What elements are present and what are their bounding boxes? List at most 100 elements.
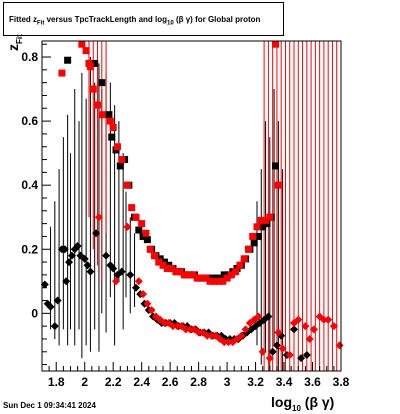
diamond-marker (123, 222, 132, 231)
diamond-marker (143, 299, 152, 308)
y-tick-label: 0.6 (21, 114, 38, 128)
square-marker (189, 271, 197, 279)
diamond-marker (80, 254, 89, 263)
diamond-marker (264, 312, 273, 321)
x-axis-title-sub: 10 (292, 403, 301, 413)
square-marker (227, 271, 235, 279)
square-marker (98, 79, 106, 87)
square-marker (94, 101, 102, 109)
diamond-marker (237, 331, 246, 340)
square-marker (202, 274, 210, 282)
diamond-marker (294, 315, 303, 324)
square-marker (250, 239, 258, 247)
square-marker (244, 245, 252, 253)
diamond-marker (102, 251, 111, 260)
square-marker (118, 156, 126, 164)
diamond-marker (46, 302, 55, 311)
diamond-marker (134, 277, 143, 286)
diamond-marker (265, 354, 274, 363)
diamond-marker (301, 322, 310, 331)
square-marker (86, 63, 94, 71)
square-marker (185, 271, 193, 279)
square-marker (254, 232, 262, 240)
diamond-marker (65, 258, 74, 267)
square-marker (232, 268, 240, 276)
diamond-marker (309, 325, 318, 334)
square-marker (272, 40, 280, 48)
diamond-marker (274, 328, 283, 337)
square-marker (240, 255, 248, 263)
square-marker (210, 277, 218, 285)
square-marker (197, 274, 205, 282)
title-log-sub: 10 (167, 20, 174, 27)
x-tick-label: 3.8 (333, 375, 350, 389)
square-marker (89, 85, 97, 93)
square-marker (106, 117, 114, 125)
x-axis-title-main: log (271, 394, 292, 410)
square-marker (108, 133, 116, 141)
diamond-marker (335, 341, 344, 350)
diamond-marker (203, 331, 212, 340)
x-tick-label: 3 (224, 375, 231, 389)
title-z: z (33, 15, 37, 24)
square-marker (58, 69, 66, 77)
diamond-marker (117, 267, 126, 276)
x-axis-title: log10 (β γ) (271, 394, 334, 413)
square-marker (142, 229, 150, 237)
diamond-marker (285, 350, 294, 359)
diamond-marker (53, 296, 62, 305)
diamond-marker (278, 344, 287, 353)
square-marker (253, 223, 261, 231)
x-tick-label: 2 (81, 375, 88, 389)
timestamp: Sun Dec 1 09:34:41 2024 (3, 401, 96, 410)
chart-title: Fitted zFit versus TpcTrackLength and lo… (3, 2, 284, 36)
diamond-marker (329, 322, 338, 331)
diamond-marker (126, 270, 135, 279)
diamond-marker (251, 322, 260, 331)
square-marker (274, 181, 282, 189)
square-marker (155, 258, 163, 266)
square-marker (135, 226, 143, 234)
square-marker (215, 277, 223, 285)
square-marker (272, 162, 280, 170)
y-tick-label: 0.4 (21, 178, 38, 192)
diamond-marker (67, 251, 76, 260)
x-axis-title-tail: (β γ) (300, 394, 335, 410)
x-tick-label: 2.6 (162, 375, 179, 389)
square-marker (64, 56, 72, 64)
square-marker (138, 220, 146, 228)
x-tick-label: 2.4 (133, 375, 150, 389)
diamond-marker (160, 318, 169, 327)
diamond-marker (186, 325, 195, 334)
y-axis-title: zFit (5, 34, 24, 51)
x-tick-label: 3.4 (276, 375, 293, 389)
axis-ticks: 1.8 2 2.2 2.4 2.6 2.8 3 3.2 3.4 3.6 3.8 0 0.2 0.4 0.6 0… (21, 43, 350, 389)
square-marker (150, 252, 158, 260)
square-marker (146, 245, 154, 253)
diamond-marker (60, 245, 69, 254)
diamond-marker (94, 213, 103, 222)
square-marker (78, 40, 86, 48)
square-marker (172, 268, 180, 276)
square-marker (176, 268, 184, 276)
y-tick-label: 0 (31, 306, 38, 320)
x-tick-label: 2.2 (105, 375, 122, 389)
diamond-marker (109, 264, 118, 273)
square-marker (132, 213, 140, 221)
diamond-marker (83, 261, 92, 270)
diamond-marker (319, 315, 328, 324)
diamond-marker (147, 306, 156, 315)
y-tick-label: 0.8 (21, 50, 38, 64)
diamond-marker (86, 267, 95, 276)
diamond-marker (50, 322, 59, 331)
diamond-marker (131, 283, 140, 292)
diamond-marker (258, 347, 267, 356)
diamond-marker (139, 290, 148, 299)
diamond-marker (173, 322, 182, 331)
square-marker (168, 264, 176, 272)
diamond-marker (112, 277, 121, 286)
diamond-marker (40, 280, 49, 289)
square-marker (266, 213, 274, 221)
square-marker (128, 204, 136, 212)
title-prefix: Fitted (9, 15, 33, 24)
